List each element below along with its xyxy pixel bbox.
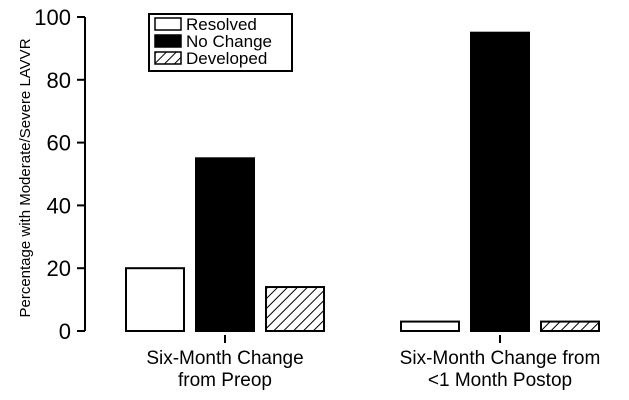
bar-developed xyxy=(265,286,325,333)
legend-label: Developed xyxy=(186,49,267,68)
y-tick-label: 40 xyxy=(47,193,71,218)
x-category-label: <1 Month Postop xyxy=(428,370,572,391)
bar-resolved xyxy=(400,320,460,332)
legend-label: Resolved xyxy=(186,15,257,34)
x-category-label: Six-Month Change from xyxy=(400,348,601,369)
legend-swatch-developed xyxy=(154,51,182,65)
x-category-label: from Preop xyxy=(178,370,272,391)
legend-label: No Change xyxy=(186,32,272,51)
legend-swatch-resolved xyxy=(154,17,182,31)
y-tick-label: 80 xyxy=(47,68,71,93)
y-axis: 0 20 40 60 80 100 xyxy=(34,5,86,344)
bars xyxy=(125,31,600,333)
y-axis-label: Percentage with Moderate/Severe LAVVR xyxy=(17,38,34,317)
y-tick-label: 0 xyxy=(59,319,71,344)
legend-swatch-no-change xyxy=(154,34,182,48)
bar-no-change xyxy=(470,31,530,332)
bar-resolved xyxy=(125,267,185,333)
bar-no-change xyxy=(195,157,255,332)
y-tick-label: 60 xyxy=(47,131,71,156)
bar-developed xyxy=(540,320,600,332)
y-tick-label: 100 xyxy=(34,5,71,30)
y-tick-label: 20 xyxy=(47,256,71,281)
x-category-label: Six-Month Change xyxy=(146,348,303,369)
